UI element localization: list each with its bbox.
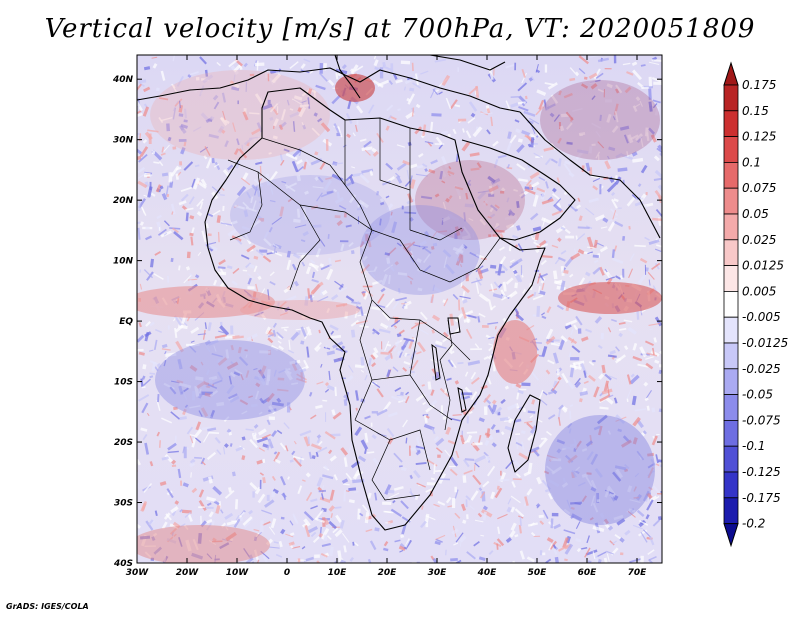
colorbar-swatch — [723, 419, 739, 447]
colorbar-swatch — [723, 497, 739, 524]
colorbar-label: 0.125 — [742, 130, 776, 144]
itcz-band-central — [240, 300, 360, 320]
colorbar-label: 0.175 — [742, 78, 776, 92]
colorbar-swatch — [723, 265, 739, 292]
colorbar-label: 0.15 — [742, 104, 769, 118]
lon-tick-label: 20W — [176, 568, 200, 578]
lat-tick-label: 30S — [114, 499, 133, 509]
colorbar-swatch — [723, 136, 739, 163]
map-frame — [136, 54, 663, 564]
colorbar-label: -0.0125 — [742, 336, 788, 350]
lon-tick-label: 40E — [477, 568, 498, 578]
colorbar-swatch — [723, 316, 739, 344]
colorbar-top-arrow — [723, 61, 739, 86]
colorbar-swatch — [723, 445, 739, 473]
south-atlantic-descent — [155, 340, 305, 420]
colorbar-label: 0.0125 — [742, 259, 784, 273]
lat-tick-label: 40N — [112, 75, 134, 85]
lon-tick-label: 20E — [378, 568, 398, 578]
east-africa-descent — [360, 205, 480, 295]
mediterranean-ascent — [335, 74, 375, 102]
lat-tick-label: 10S — [114, 378, 133, 388]
colorbar-swatch — [723, 110, 739, 138]
colorbar-label: -0.005 — [742, 310, 781, 324]
colorbar-swatch — [723, 368, 739, 395]
madagascar — [507, 394, 541, 473]
grads-credit: GrADS: IGES/COLA — [6, 602, 89, 611]
coastlines — [137, 55, 661, 531]
lat-tick-label: EQ — [119, 317, 133, 327]
colorbar-swatch — [723, 239, 739, 267]
lon-tick-label: 30W — [126, 568, 150, 578]
colorbar-label: 0.1 — [742, 155, 761, 169]
map-field — [137, 55, 662, 563]
africa-coastline — [204, 87, 546, 531]
chart-title: Vertical velocity [m/s] at 700hPa, VT: 2… — [44, 14, 756, 44]
colorbar-swatch — [723, 394, 739, 421]
colorbar-label: -0.05 — [742, 388, 773, 402]
sahel-descent — [230, 175, 390, 255]
lon-tick-label: 10W — [226, 568, 250, 578]
italy — [334, 55, 361, 99]
colorbar-label: 0.005 — [742, 284, 776, 298]
lat-tick-label: 30N — [113, 136, 134, 146]
colorbar-label: 0.05 — [742, 207, 769, 221]
lon-tick-label: 30E — [428, 568, 448, 578]
colorbar-swatch — [723, 187, 739, 215]
lakes — [431, 317, 467, 413]
colorbar-swatch — [723, 290, 739, 318]
arabia-mixed — [415, 160, 525, 240]
arabia-coast — [461, 139, 576, 241]
europe-coast — [137, 67, 521, 113]
colorbar-swatch — [723, 471, 739, 499]
southern-ocean-band — [137, 525, 270, 563]
colorbar-label: -0.125 — [742, 465, 781, 479]
colorbar-label: -0.075 — [742, 413, 781, 427]
lake-victoria — [447, 317, 461, 335]
latitude-ticks: 40N 30N 20N 10N EQ 10S 20S 30S 40S — [112, 75, 662, 569]
lat-tick-label: 10N — [113, 257, 134, 267]
colorbar-swatch — [723, 84, 739, 112]
colorbar-label: 0.075 — [742, 181, 776, 195]
lon-tick-label: 0 — [284, 568, 290, 578]
itcz-band-east — [558, 282, 662, 314]
colorbar-label: -0.1 — [742, 439, 765, 453]
lat-tick-label: 20N — [113, 196, 134, 206]
sahara-north-mixed — [150, 70, 330, 160]
colorbar-bottom-arrow — [723, 523, 739, 548]
lake-malawi — [457, 387, 467, 413]
longitude-ticks: 30W 20W 10W 0 10E 20E 30E 40E 50E 60E 70E — [126, 55, 647, 578]
itcz-band-west — [137, 286, 275, 318]
colorbar-label: -0.025 — [742, 362, 781, 376]
lon-tick-label: 70E — [628, 568, 648, 578]
indian-ocean-ascent — [493, 320, 537, 384]
lake-tanganyika — [431, 343, 441, 381]
lat-tick-label: 20S — [114, 438, 133, 448]
colorbar: 0.175 0.15 0.125 0.1 0.075 0.05 0.025 0.0125 0.0… — [723, 61, 788, 548]
iran-mixed — [540, 80, 660, 160]
lon-tick-label: 60E — [578, 568, 598, 578]
persian-gulf — [519, 111, 661, 239]
lon-tick-label: 10E — [328, 568, 348, 578]
colorbar-label: 0.025 — [742, 233, 776, 247]
lon-tick-label: 50E — [528, 568, 548, 578]
country-borders — [227, 118, 501, 501]
indian-ocean-descent — [545, 415, 655, 525]
colorbar-label: -0.2 — [742, 517, 765, 531]
colorbar-swatch — [723, 213, 739, 241]
lat-tick-label: 40S — [113, 559, 133, 569]
colorbar-label: -0.175 — [742, 491, 781, 505]
colorbar-swatch — [723, 342, 739, 370]
black-sea — [429, 55, 506, 71]
colorbar-swatch — [723, 161, 739, 189]
